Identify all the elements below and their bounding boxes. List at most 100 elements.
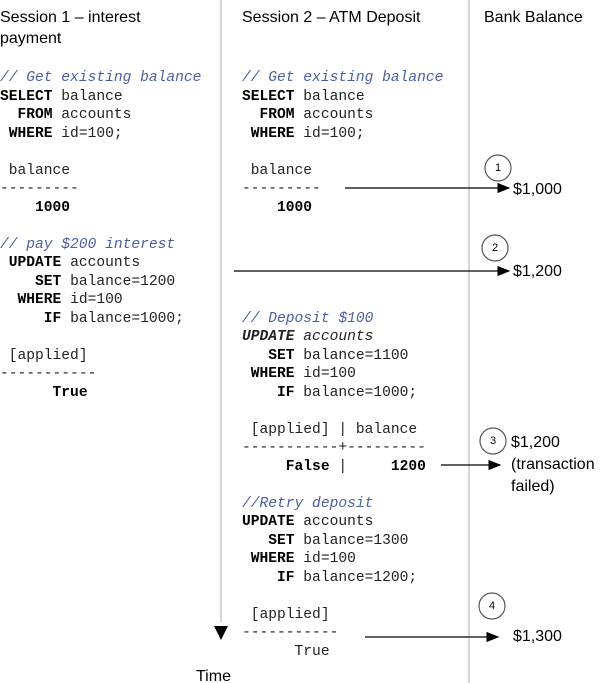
balance-amount: $1,300 (513, 628, 562, 645)
code-line: SET balance=1100 (242, 347, 408, 365)
code-text: accounts (61, 255, 141, 271)
step-circle (478, 592, 506, 620)
code-text: SET (242, 532, 295, 549)
balance-header: Bank Balance (484, 9, 583, 26)
code-line: SET balance=1300 (242, 532, 408, 550)
code-text: // Deposit $100 (242, 310, 374, 327)
code-text: | (329, 458, 383, 475)
step-number: 1 (494, 162, 502, 174)
code-line: WHERE id=100; (0, 125, 123, 143)
code-text: IF (0, 310, 62, 327)
code-line: balance (0, 162, 70, 180)
code-text: --------- (0, 181, 79, 197)
code-text: UPDATE (0, 255, 62, 271)
code-line: 1000 (242, 199, 312, 217)
code-line: IF balance=1000; (242, 384, 417, 402)
code-line: SELECT balance (0, 88, 123, 106)
code-text: SELECT (242, 88, 295, 105)
code-text: [applied] (242, 606, 330, 623)
code-text: balance=1000; (294, 384, 418, 401)
step-number: 4 (488, 600, 496, 612)
code-line: [applied] | balance (242, 421, 417, 439)
code-line: SELECT balance (242, 88, 365, 106)
code-line: // Get existing balance (0, 69, 201, 87)
code-line: FROM accounts (0, 106, 132, 124)
code-text: WHERE (242, 366, 295, 382)
code-text: // Get existing balance (0, 70, 202, 86)
code-text: [applied] | balance (242, 421, 418, 438)
step-number: 2 (491, 242, 499, 254)
code-line: -----------+--------- (242, 439, 426, 457)
code-line: //Retry deposit (242, 495, 373, 513)
code-text: [applied] (0, 347, 88, 364)
code-text: IF (242, 384, 295, 401)
code-line: ----------- (242, 624, 338, 642)
code-text: 1200 (382, 458, 426, 475)
code-text: 1000 (242, 199, 313, 216)
time-arrowhead (214, 626, 228, 640)
code-line: SET balance=1200 (0, 273, 175, 291)
code-text: balance=1300 (294, 532, 409, 549)
code-line: // Deposit $100 (242, 310, 373, 328)
step-number: 3 (489, 435, 497, 447)
code-line: WHERE id=100 (242, 550, 356, 568)
code-text: accounts (294, 329, 374, 345)
code-line: True (0, 384, 88, 402)
code-text: WHERE (242, 551, 295, 567)
code-text: id=100 (294, 366, 356, 382)
code-text: -----------+--------- (242, 440, 426, 456)
code-text: id=100 (61, 292, 123, 308)
code-text: UPDATE (242, 514, 295, 530)
code-line: --------- (242, 180, 321, 198)
code-line: UPDATE accounts (242, 328, 373, 346)
balance-amount: $1,200 (511, 434, 560, 451)
code-text: SET (242, 347, 295, 364)
code-text: accounts (294, 107, 374, 123)
code-text: False (242, 458, 330, 475)
code-text: accounts (52, 107, 132, 123)
code-text: id=100; (294, 125, 365, 142)
code-text: // Get existing balance (242, 70, 444, 86)
code-text: True (242, 643, 330, 660)
code-line: 1000 (0, 199, 70, 217)
code-line: UPDATE accounts (0, 254, 140, 272)
code-text: ----------- (242, 625, 339, 641)
code-line: // pay $200 interest (0, 236, 175, 254)
code-line: FROM accounts (242, 106, 374, 124)
code-line: [applied] (242, 606, 330, 624)
code-text: IF (242, 569, 295, 586)
session2-header: Session 2 – ATM Deposit (242, 9, 421, 26)
code-text: WHERE (0, 292, 62, 308)
code-line: False | 1200 (242, 458, 426, 476)
balance-note: (transaction failed) (511, 456, 595, 495)
code-line: --------- (0, 180, 79, 198)
code-text: WHERE (0, 125, 53, 142)
code-text: SELECT (0, 88, 53, 105)
code-text: balance=1100 (294, 347, 409, 364)
code-line: balance (242, 162, 312, 180)
session1-header: Session 1 – interest payment (0, 9, 141, 47)
step-circle (484, 154, 512, 182)
code-line: True (242, 643, 330, 661)
code-line: UPDATE accounts (242, 513, 373, 531)
code-text: // pay $200 interest (0, 236, 176, 253)
code-line: WHERE id=100; (242, 125, 365, 143)
step-circle (481, 234, 509, 262)
code-text: FROM (0, 107, 53, 123)
balance-amount: $1,200 (513, 263, 562, 280)
code-text: balance (242, 162, 313, 179)
code-text: 1000 (0, 199, 71, 216)
code-text: ----------- (0, 366, 97, 382)
code-text: balance=1000; (61, 310, 184, 327)
code-line: // Get existing balance (242, 69, 443, 87)
code-text: WHERE (242, 125, 295, 142)
code-text: id=100; (52, 125, 123, 142)
code-line: [applied] (0, 347, 88, 365)
code-text: balance (294, 88, 365, 105)
code-line: IF balance=1200; (242, 569, 417, 587)
code-text: SET (0, 273, 62, 290)
time-label: Time (196, 668, 231, 683)
code-text: balance=1200; (294, 569, 418, 586)
